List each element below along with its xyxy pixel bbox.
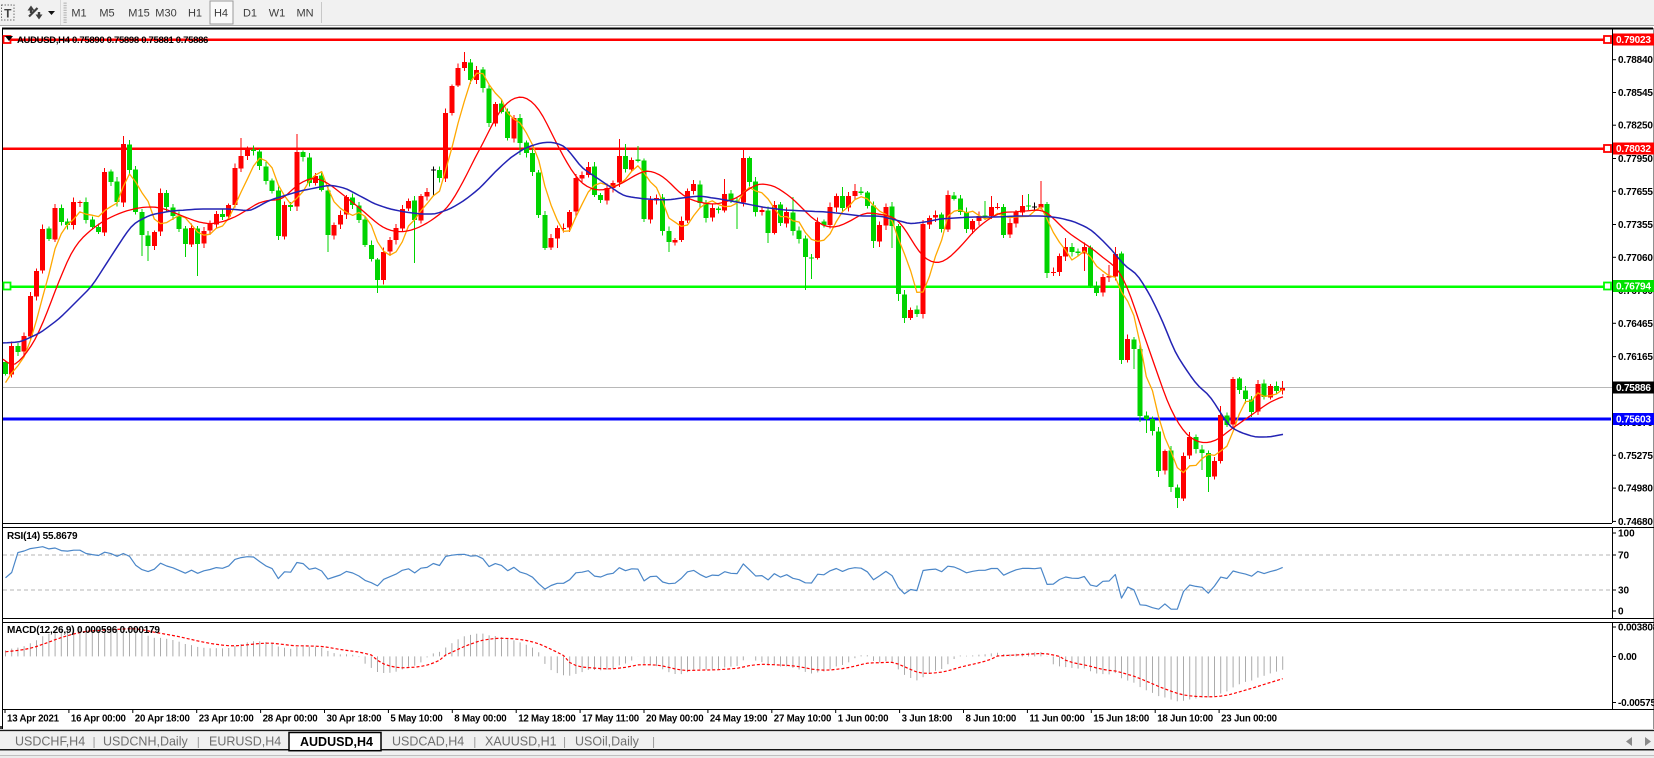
svg-text:0.003808: 0.003808 bbox=[1618, 623, 1654, 634]
svg-text:USDCHF,H4: USDCHF,H4 bbox=[15, 735, 85, 749]
svg-text:20 Apr 18:00: 20 Apr 18:00 bbox=[135, 714, 190, 725]
svg-text:MACD(12,26,9) 0.000596 0.00017: MACD(12,26,9) 0.000596 0.000179 bbox=[7, 625, 160, 636]
svg-text:0: 0 bbox=[1618, 607, 1624, 618]
svg-text:23 Apr 10:00: 23 Apr 10:00 bbox=[199, 714, 254, 725]
svg-text:11 Jun 00:00: 11 Jun 00:00 bbox=[1029, 714, 1084, 725]
svg-text:28 Apr 00:00: 28 Apr 00:00 bbox=[263, 714, 318, 725]
svg-text:0.76165: 0.76165 bbox=[1618, 352, 1653, 363]
svg-text:|: | bbox=[473, 735, 476, 749]
svg-text:0.76794: 0.76794 bbox=[1616, 282, 1651, 293]
svg-text:H4: H4 bbox=[214, 8, 228, 20]
svg-text:16 Apr 00:00: 16 Apr 00:00 bbox=[71, 714, 126, 725]
svg-text:0.78545: 0.78545 bbox=[1618, 88, 1653, 99]
svg-text:18 Jun 10:00: 18 Jun 10:00 bbox=[1157, 714, 1213, 725]
svg-text:0.00: 0.00 bbox=[1618, 652, 1637, 663]
svg-text:0.77950: 0.77950 bbox=[1618, 154, 1653, 165]
svg-text:13 Apr 2021: 13 Apr 2021 bbox=[7, 714, 60, 725]
svg-text:D1: D1 bbox=[243, 8, 257, 20]
svg-text:30: 30 bbox=[1618, 586, 1630, 597]
svg-text:8 Jun 10:00: 8 Jun 10:00 bbox=[966, 714, 1017, 725]
svg-text:0.77060: 0.77060 bbox=[1618, 253, 1653, 264]
svg-text:H1: H1 bbox=[188, 8, 202, 20]
svg-text:17 May 11:00: 17 May 11:00 bbox=[582, 714, 639, 725]
svg-text:USDCAD,H4: USDCAD,H4 bbox=[392, 735, 464, 749]
svg-text:0.77655: 0.77655 bbox=[1618, 187, 1653, 198]
svg-text:23 Jun 00:00: 23 Jun 00:00 bbox=[1221, 714, 1277, 725]
svg-text:M5: M5 bbox=[99, 8, 114, 20]
svg-text:8 May 00:00: 8 May 00:00 bbox=[454, 714, 506, 725]
svg-text:0.78032: 0.78032 bbox=[1616, 144, 1651, 155]
svg-text:EURUSD,H4: EURUSD,H4 bbox=[209, 735, 281, 749]
svg-text:30 Apr 18:00: 30 Apr 18:00 bbox=[327, 714, 382, 725]
svg-text:AUDUSD,H4: AUDUSD,H4 bbox=[300, 735, 373, 749]
svg-text:M1: M1 bbox=[71, 8, 86, 20]
svg-text:15 Jun 18:00: 15 Jun 18:00 bbox=[1093, 714, 1149, 725]
svg-text:0.75886: 0.75886 bbox=[1616, 383, 1651, 394]
svg-text:27 May 10:00: 27 May 10:00 bbox=[774, 714, 831, 725]
svg-text:20 May 00:00: 20 May 00:00 bbox=[646, 714, 703, 725]
svg-text:|: | bbox=[563, 735, 566, 749]
svg-text:70: 70 bbox=[1618, 551, 1630, 562]
svg-text:USOil,Daily: USOil,Daily bbox=[575, 735, 640, 749]
svg-text:0.76465: 0.76465 bbox=[1618, 319, 1653, 330]
svg-text:MN: MN bbox=[296, 8, 313, 20]
svg-text:12 May 18:00: 12 May 18:00 bbox=[518, 714, 575, 725]
svg-text:|: | bbox=[197, 735, 200, 749]
svg-text:0.75275: 0.75275 bbox=[1618, 451, 1653, 462]
svg-text:W1: W1 bbox=[269, 8, 286, 20]
svg-text:T: T bbox=[4, 7, 12, 21]
svg-text:1 Jun 00:00: 1 Jun 00:00 bbox=[838, 714, 889, 725]
svg-text:5 May 10:00: 5 May 10:00 bbox=[390, 714, 442, 725]
svg-text:USDCNH,Daily: USDCNH,Daily bbox=[103, 735, 188, 749]
svg-text:XAUUSD,H1: XAUUSD,H1 bbox=[485, 735, 557, 749]
svg-text:0.78840: 0.78840 bbox=[1618, 55, 1653, 66]
svg-text:3 Jun 18:00: 3 Jun 18:00 bbox=[902, 714, 953, 725]
svg-text:0.75603: 0.75603 bbox=[1616, 415, 1651, 426]
svg-text:0.77355: 0.77355 bbox=[1618, 220, 1653, 231]
svg-text:0.74680: 0.74680 bbox=[1618, 517, 1653, 528]
svg-text:RSI(14) 55.8679: RSI(14) 55.8679 bbox=[7, 531, 78, 542]
svg-text:|: | bbox=[93, 735, 96, 749]
svg-text:M30: M30 bbox=[155, 8, 176, 20]
svg-text:-0.005757: -0.005757 bbox=[1618, 698, 1654, 709]
svg-text:100: 100 bbox=[1618, 529, 1635, 540]
svg-text:0.79023: 0.79023 bbox=[1616, 35, 1651, 46]
svg-text:|: | bbox=[652, 735, 655, 749]
svg-text:M15: M15 bbox=[128, 8, 149, 20]
svg-text:0.74980: 0.74980 bbox=[1618, 484, 1653, 495]
svg-text:24 May 19:00: 24 May 19:00 bbox=[710, 714, 767, 725]
svg-text:0.78250: 0.78250 bbox=[1618, 121, 1653, 132]
svg-text:AUDUSD,H4 0.75890 0.75898 0.7: AUDUSD,H4 0.75890 0.75898 0.75881 0.7588… bbox=[17, 35, 208, 46]
